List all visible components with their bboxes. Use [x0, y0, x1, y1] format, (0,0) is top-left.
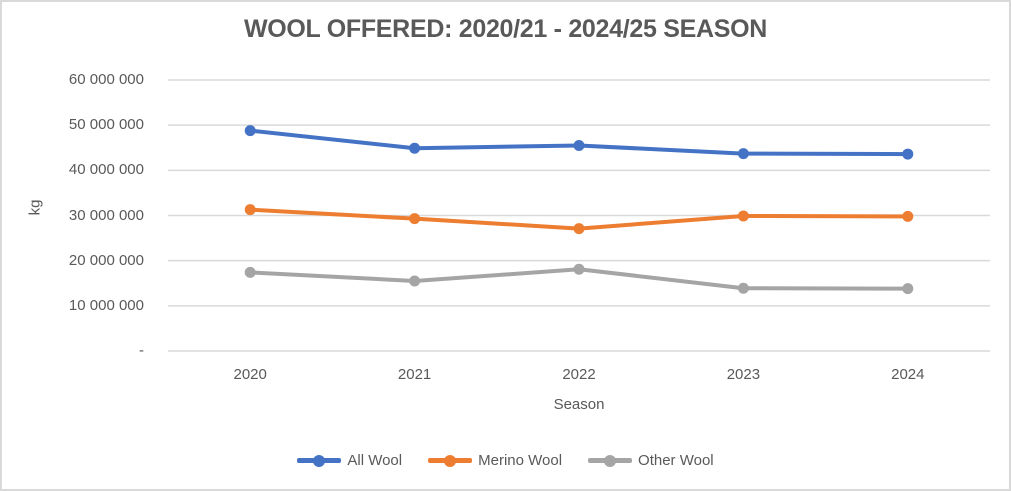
legend-item-merino-wool: Merino Wool — [428, 452, 562, 469]
y-axis: - 10 000 000 20 000 000 30 000 000 40 000 00… — [2, 2, 144, 489]
y-axis-tick-label: 10 000 000 — [68, 296, 144, 314]
legend-dot-icon — [444, 454, 457, 467]
x-axis-tick-label: 2023 — [726, 366, 761, 383]
x-axis-tick-label: 2022 — [562, 366, 596, 383]
data-point-merino-wool-2023 — [737, 210, 749, 222]
x-axis-tick-label: 2024 — [891, 366, 925, 383]
data-point-merino-wool-2022 — [573, 223, 585, 235]
data-point-all-wool-2022 — [573, 139, 585, 151]
y-axis-tick-label: 50 000 000 — [68, 116, 144, 134]
legend-label: Other Wool — [638, 452, 714, 469]
chart-title: WOOL OFFERED: 2020/21 - 2024/25 SEASON — [243, 15, 768, 43]
data-point-merino-wool-2021 — [409, 213, 421, 225]
legend-label: All Wool — [347, 452, 403, 469]
data-point-all-wool-2020 — [244, 125, 256, 137]
data-point-all-wool-2021 — [409, 142, 421, 154]
legend-item-other-wool: Other Wool — [588, 452, 714, 469]
data-point-other-wool-2021 — [409, 275, 421, 287]
legend-line-marker-icon — [428, 454, 473, 467]
data-point-other-wool-2022 — [573, 263, 585, 275]
data-point-merino-wool-2024 — [902, 210, 914, 222]
legend-line-marker-icon — [297, 454, 342, 467]
data-point-merino-wool-2020 — [244, 204, 256, 216]
legend-dot-icon — [313, 454, 326, 467]
legend-dot-icon — [604, 454, 617, 467]
y-axis-tick-label: 30 000 000 — [68, 206, 144, 224]
legend-label: Merino Wool — [478, 452, 563, 469]
y-axis-tick-label: 40 000 000 — [68, 161, 144, 179]
x-axis-tick-label: 2020 — [233, 366, 267, 383]
data-point-other-wool-2024 — [902, 283, 914, 295]
data-point-other-wool-2020 — [244, 266, 256, 278]
plot-area — [168, 79, 990, 352]
data-point-all-wool-2024 — [902, 148, 914, 160]
legend-item-all-wool: All Wool — [297, 452, 402, 469]
y-axis-tick-label: - — [139, 342, 144, 359]
y-axis-tick-label: 60 000 000 — [68, 71, 144, 88]
data-point-all-wool-2023 — [737, 148, 749, 160]
legend: All Wool Merino Wool Other Wool — [2, 452, 1009, 469]
x-axis-title: Season — [553, 396, 605, 413]
data-point-other-wool-2023 — [737, 282, 749, 294]
x-axis-tick-label: 2021 — [397, 366, 432, 383]
y-axis-tick-label: 20 000 000 — [68, 251, 144, 269]
legend-line-marker-icon — [588, 454, 633, 467]
